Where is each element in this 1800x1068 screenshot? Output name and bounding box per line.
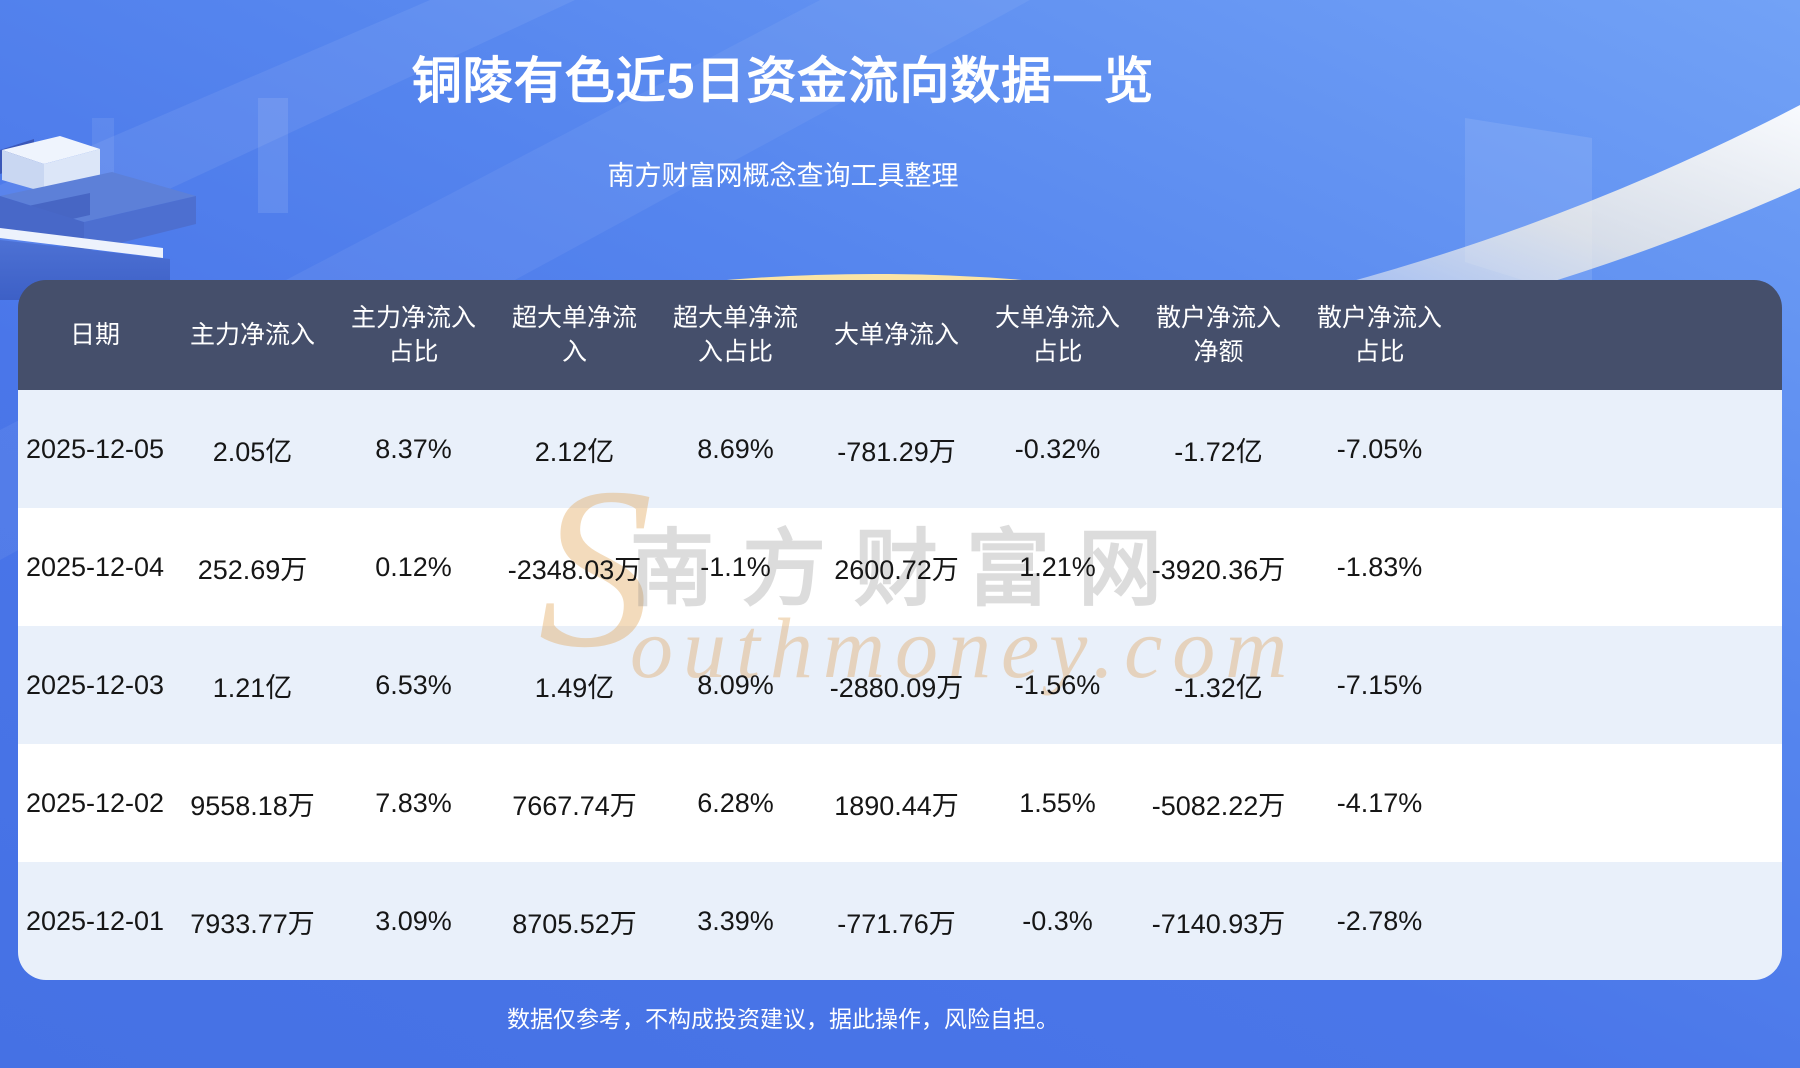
column-header-1: 主力净流入: [189, 321, 315, 349]
value-cell: -4.17%: [1336, 787, 1423, 818]
value-cell: 6.53%: [375, 669, 452, 700]
value-cell: 3.39%: [697, 905, 774, 936]
value-cell: -0.32%: [1014, 433, 1101, 464]
value-cell: 8.69%: [697, 433, 774, 464]
table-row: 2025-12-05 2.05亿 8.37% 2.12亿 8.69% -781.29万 -0…: [18, 390, 1782, 508]
date-cell: 2025-12-02: [25, 787, 165, 818]
value-cell: 1.55%: [1019, 787, 1096, 818]
table-body: 2025-12-05 2.05亿 8.37% 2.12亿 8.69% -781.29万 -0…: [18, 390, 1782, 980]
column-header-2: 主力净流入 占比: [350, 304, 476, 366]
value-cell: 6.28%: [697, 787, 774, 818]
date-cell: 2025-12-05: [25, 433, 165, 464]
column-header-4: 超大单净流 入占比: [672, 304, 798, 366]
disclaimer-text: 数据仅参考，不构成投资建议，据此操作，风险自担。: [507, 1006, 1059, 1032]
value-cell: 8.09%: [697, 669, 774, 700]
table-row: 2025-12-02 9558.18万 7.83% 7667.74万 6.28% 1890…: [18, 744, 1782, 862]
value-cell: 9558.18万: [190, 790, 315, 821]
value-cell: 2.05亿: [212, 436, 293, 467]
value-cell: 8.37%: [375, 433, 452, 464]
page-title: 铜陵有色近5日资金流向数据一览: [411, 53, 1155, 109]
value-cell: -1.83%: [1336, 551, 1423, 582]
value-cell: 8705.52万: [512, 908, 637, 939]
value-cell: -7140.93万: [1151, 908, 1286, 939]
column-header-3: 超大单净流 入: [511, 304, 637, 366]
value-cell: 2.12亿: [534, 436, 615, 467]
table-row: 2025-12-01 7933.77万 3.09% 8705.52万 3.39% -771…: [18, 862, 1782, 980]
value-cell: -2.78%: [1336, 905, 1423, 936]
page-subtitle: 南方财富网概念查询工具整理: [607, 161, 959, 191]
table-row: 2025-12-04 252.69万 0.12% -2348.03万 -1.1% 2600…: [18, 508, 1782, 626]
value-cell: -1.72亿: [1174, 436, 1263, 467]
value-cell: -0.3%: [1022, 905, 1093, 936]
value-cell: 2600.72万: [834, 554, 959, 585]
fund-flow-table: 日期 主力净流入 主力净流入 占比 超大单净流 入超大单净流 入占比 大单净流入 大单净流…: [18, 280, 1782, 980]
column-header-7: 散户净流入 净额: [1155, 304, 1281, 366]
value-cell: 7667.74万: [512, 790, 637, 821]
date-cell: 2025-12-01: [25, 905, 165, 936]
value-cell: -1.32亿: [1174, 672, 1263, 703]
table-row: 2025-12-03 1.21亿 6.53% 1.49亿 8.09% -2880.09万 -…: [18, 626, 1782, 744]
value-cell: -7.05%: [1336, 433, 1423, 464]
value-cell: -2880.09万: [829, 672, 964, 703]
value-cell: 1890.44万: [834, 790, 959, 821]
value-cell: 1.49亿: [534, 672, 615, 703]
value-cell: 1.21%: [1019, 551, 1096, 582]
value-cell: -3920.36万: [1151, 554, 1286, 585]
value-cell: -5082.22万: [1151, 790, 1286, 821]
value-cell: 252.69万: [197, 554, 308, 585]
value-cell: -2348.03万: [507, 554, 642, 585]
value-cell: -771.76万: [837, 908, 956, 939]
column-header-5: 大单净流入: [833, 321, 959, 349]
value-cell: -7.15%: [1336, 669, 1423, 700]
column-header-8: 散户净流入 占比: [1316, 304, 1442, 366]
value-cell: 3.09%: [375, 905, 452, 936]
hero-header: 铜陵有色近5日资金流向数据一览 南方财富网概念查询工具整理: [0, 0, 1566, 193]
value-cell: 7.83%: [375, 787, 452, 818]
date-cell: 2025-12-03: [25, 669, 165, 700]
table-header-row: 日期 主力净流入 主力净流入 占比 超大单净流 入超大单净流 入占比 大单净流入 大单净流…: [18, 280, 1782, 390]
value-cell: -1.56%: [1014, 669, 1101, 700]
value-cell: 7933.77万: [190, 908, 315, 939]
value-cell: -781.29万: [837, 436, 956, 467]
value-cell: -1.1%: [700, 551, 771, 582]
column-header-6: 大单净流入 占比: [994, 304, 1120, 366]
date-cell: 2025-12-04: [25, 551, 165, 582]
value-cell: 0.12%: [375, 551, 452, 582]
column-header-0: 日期: [69, 321, 120, 349]
value-cell: 1.21亿: [212, 672, 293, 703]
